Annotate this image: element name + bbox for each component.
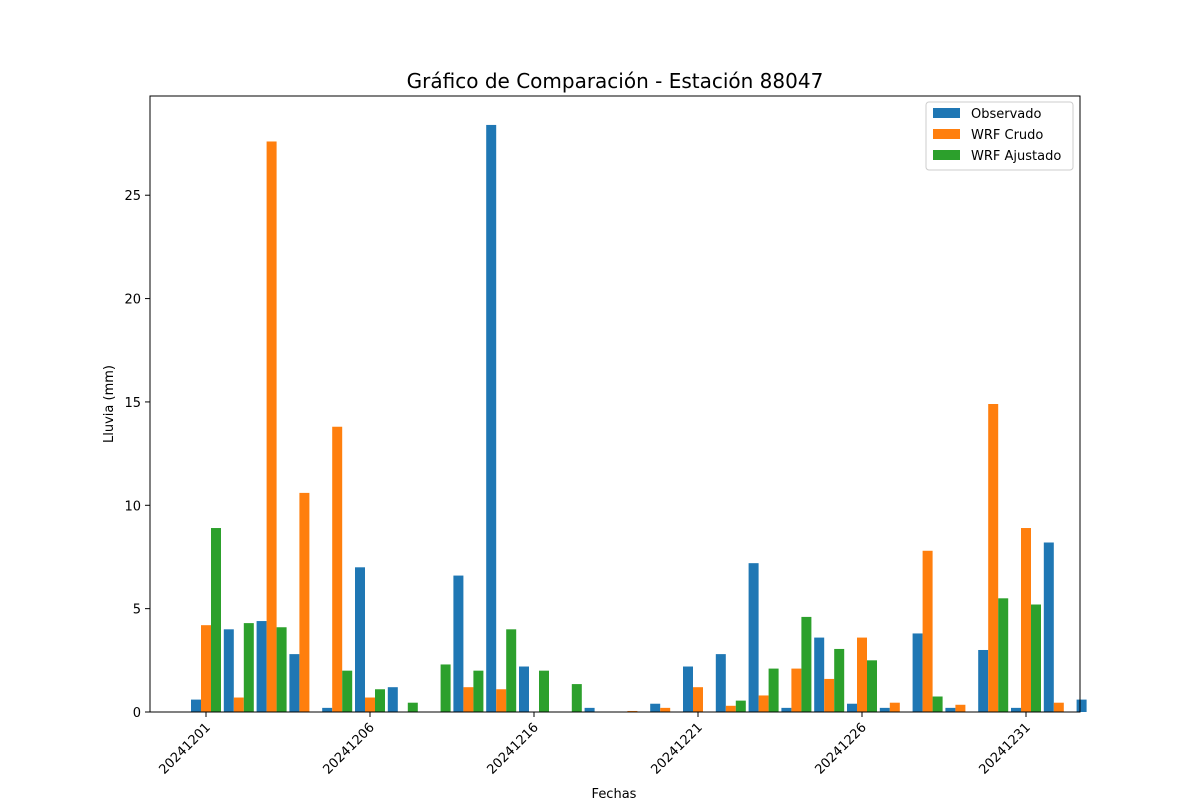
legend-label: Observado <box>971 107 1042 122</box>
bar-wrf-ajustado-18 <box>801 616 812 712</box>
bar-wrf-crudo-24 <box>988 404 999 712</box>
bar-wrf-crudo-9 <box>496 689 507 712</box>
bar-wrf-crudo-26 <box>1053 702 1064 712</box>
x-tick-label: 20241226 <box>812 720 869 777</box>
bar-wrf-ajustado-20 <box>867 660 877 712</box>
bar-wrf-ajustado-16 <box>735 700 746 712</box>
bar-wrf-crudo-5 <box>365 697 375 712</box>
bar-observado-5 <box>355 567 365 712</box>
x-axis-label: Fechas <box>592 787 637 800</box>
bar-wrf-ajustado-6 <box>407 702 418 712</box>
bar-observado-23 <box>945 707 956 712</box>
plot-frame <box>149 95 1081 713</box>
bar-observado-16 <box>715 654 726 712</box>
bar-observado-10 <box>519 666 529 712</box>
bar-observado-6 <box>387 687 398 712</box>
bar-wrf-crudo-4 <box>332 426 343 712</box>
bar-wrf-ajustado-19 <box>834 648 845 712</box>
bar-wrf-crudo-22 <box>922 550 933 712</box>
bars-group <box>191 124 1087 713</box>
bar-wrf-ajustado-5 <box>375 689 385 712</box>
bar-observado-3 <box>289 654 300 712</box>
bar-observado-19 <box>814 637 825 712</box>
x-tick-label: 20241216 <box>484 720 541 777</box>
bar-observado-18 <box>781 707 792 712</box>
bar-wrf-crudo-21 <box>889 702 900 712</box>
y-axis-label: Lluvia (mm) <box>102 365 117 443</box>
bar-wrf-crudo-14 <box>660 707 671 712</box>
bar-wrf-crudo-15 <box>693 687 703 712</box>
bar-wrf-crudo-16 <box>725 705 736 712</box>
bar-observado-4 <box>322 707 333 712</box>
bar-wrf-ajustado-25 <box>1031 604 1041 712</box>
x-tick-label: 20241206 <box>320 720 377 777</box>
legend-label: WRF Ajustado <box>971 149 1061 164</box>
bar-wrf-ajustado-24 <box>998 598 1009 712</box>
bar-observado-2 <box>256 621 267 712</box>
bar-observado-24 <box>978 649 989 712</box>
bar-observado-22 <box>912 633 923 712</box>
bar-wrf-ajustado-9 <box>506 629 517 712</box>
bar-wrf-ajustado-1 <box>243 623 254 712</box>
bar-observado-21 <box>879 707 890 712</box>
x-tick-label: 20241201 <box>156 720 213 777</box>
bar-observado-0 <box>191 699 201 712</box>
bar-observado-26 <box>1043 542 1054 712</box>
legend: Observado WRF Crudo WRF Ajustado <box>925 101 1074 171</box>
bar-observado-25 <box>1011 707 1021 712</box>
legend-swatch <box>933 150 960 160</box>
bar-wrf-ajustado-8 <box>473 670 484 712</box>
bar-observado-15 <box>683 666 693 712</box>
bar-wrf-ajustado-0 <box>211 528 221 712</box>
legend-swatch <box>933 129 960 139</box>
bar-wrf-ajustado-2 <box>276 627 287 712</box>
bar-wrf-crudo-19 <box>824 678 835 712</box>
y-axis: 0 5 10 15 20 25 <box>124 189 150 721</box>
y-tick-label: 5 <box>133 603 141 618</box>
bar-wrf-crudo-18 <box>791 668 802 712</box>
bar-wrf-ajustado-11 <box>571 684 582 712</box>
bar-wrf-ajustado-22 <box>932 696 943 712</box>
x-axis: 20241201 20241206 20241216 20241221 20241226… <box>156 712 1034 778</box>
x-tick-label: 20241221 <box>648 720 705 777</box>
y-tick-label: 0 <box>133 706 141 721</box>
bar-wrf-ajustado-4 <box>342 670 353 712</box>
chart-title: Gráfico de Comparación - Estación 88047 <box>407 69 824 93</box>
y-tick-label: 15 <box>124 396 141 411</box>
bar-observado-20 <box>847 703 857 712</box>
bar-wrf-crudo-17 <box>758 695 769 712</box>
bar-wrf-crudo-8 <box>463 687 474 712</box>
legend-frame <box>925 101 1074 171</box>
bar-observado-8 <box>453 575 464 712</box>
bar-wrf-ajustado-10 <box>539 670 549 712</box>
bar-observado-9 <box>486 124 497 712</box>
bar-observado-14 <box>650 703 661 712</box>
y-tick-label: 10 <box>124 499 141 514</box>
bar-wrf-crudo-1 <box>233 697 244 712</box>
bar-wrf-ajustado-17 <box>768 668 779 712</box>
legend-label: WRF Crudo <box>971 128 1043 143</box>
bar-wrf-ajustado-7 <box>440 664 451 712</box>
bar-observado-27 <box>1076 699 1087 712</box>
y-tick-label: 25 <box>124 189 141 204</box>
bar-observado-1 <box>223 629 234 712</box>
y-tick-label: 20 <box>124 293 141 308</box>
bar-wrf-crudo-3 <box>299 492 310 712</box>
bar-wrf-crudo-2 <box>266 141 277 713</box>
x-tick-label: 20241231 <box>976 720 1033 777</box>
bar-wrf-crudo-13 <box>627 710 638 712</box>
legend-swatch <box>933 108 960 118</box>
bar-observado-17 <box>748 563 759 712</box>
bar-wrf-crudo-23 <box>955 704 966 712</box>
bar-wrf-crudo-20 <box>857 637 867 712</box>
bar-wrf-crudo-0 <box>201 625 211 712</box>
bar-wrf-crudo-25 <box>1021 528 1031 712</box>
bar-observado-12 <box>584 707 595 712</box>
